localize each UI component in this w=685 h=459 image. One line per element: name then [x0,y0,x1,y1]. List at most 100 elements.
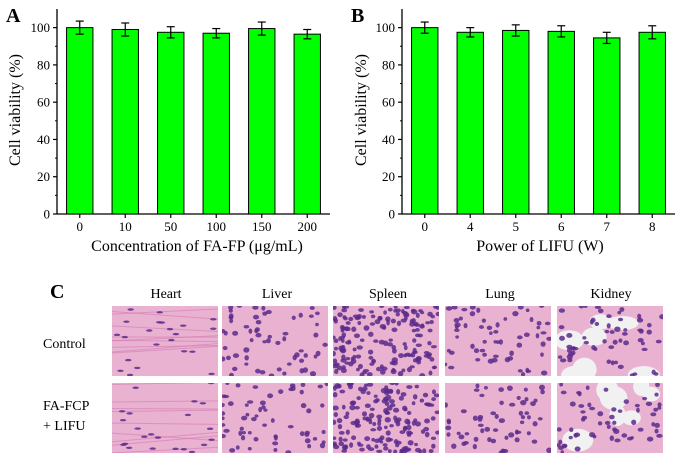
cell-nucleus [300,390,304,395]
cell-nucleus [474,388,480,391]
cell-nucleus [652,370,656,375]
cell-nucleus [347,381,353,386]
cell-nucleus [380,324,386,329]
cell-nucleus [623,328,627,332]
cell-nucleus [470,344,474,349]
cell-nucleus [260,370,266,374]
cell-nucleus [641,348,647,351]
histology-image-grid [112,304,665,454]
cell-nucleus [346,321,351,325]
cell-nucleus [371,315,376,319]
cell-nucleus [385,417,391,423]
cell-nucleus [429,449,434,453]
cell-nucleus [578,392,582,397]
cell-nucleus [424,354,429,358]
row-label-control: Control [43,337,86,352]
cell-nucleus [368,350,373,355]
cell-nucleus [334,347,338,351]
cell-nucleus [651,422,655,426]
cell-nucleus [569,427,573,432]
cell-nucleus [482,353,487,357]
cell-nucleus [346,357,351,360]
cell-nucleus [650,412,656,416]
cell-nucleus [376,450,382,453]
cell-nucleus [208,382,214,384]
cell-nucleus [484,427,490,432]
cell-nucleus [526,308,530,312]
cell-nucleus [602,339,606,343]
cell-nucleus [248,329,252,334]
cell-nucleus [401,309,405,314]
cell-nucleus [465,432,470,435]
cell-nucleus [388,308,393,312]
cell-nucleus [366,391,370,395]
cell-nucleus [530,317,534,322]
cell-nucleus [500,449,505,453]
cell-nucleus [413,394,418,399]
cell-nucleus [475,358,480,362]
cell-nucleus [334,339,339,344]
panel-b-x-tick-label-6: 6 [558,219,565,234]
cell-nucleus [517,396,521,400]
cell-nucleus [656,434,662,438]
cell-nucleus [360,389,365,394]
tissue-fiber [112,409,218,410]
cell-nucleus [229,309,233,313]
cell-nucleus [263,408,267,411]
cell-nucleus [470,311,476,316]
cell-nucleus [480,349,486,353]
tissue-space [606,316,638,330]
cell-nucleus [254,414,258,417]
cell-nucleus [431,345,437,348]
cell-nucleus [305,438,311,443]
cell-nucleus [524,411,529,415]
cell-nucleus [432,366,437,369]
cell-nucleus [429,371,433,376]
cell-nucleus [574,433,580,437]
cell-nucleus [332,305,336,310]
cell-nucleus [496,340,500,344]
cell-nucleus [379,305,384,308]
cell-nucleus [398,371,403,376]
column-label-liver: Liver [262,287,293,302]
panel-a-bar-0 [67,28,93,214]
cell-nucleus [587,403,591,408]
cell-nucleus [262,340,267,343]
cell-nucleus [242,431,246,434]
cell-nucleus [273,448,277,452]
cell-nucleus [383,443,388,447]
cell-nucleus [558,355,562,358]
cell-nucleus [655,382,660,387]
cell-nucleus [362,417,366,421]
cell-nucleus [393,408,399,413]
cell-nucleus [153,343,159,345]
cell-nucleus [251,417,257,421]
cell-nucleus [353,347,357,351]
cell-nucleus [350,421,356,425]
cell-nucleus [126,447,132,449]
row-label-treatment-line2: + LIFU [43,419,86,434]
cell-nucleus [248,431,252,434]
cell-nucleus [334,369,338,374]
cell-nucleus [391,328,397,333]
cell-nucleus [393,449,397,453]
cell-nucleus [122,336,128,338]
cell-nucleus [226,356,231,361]
cell-nucleus [315,323,319,327]
cell-nucleus [377,426,382,431]
cell-nucleus [559,308,565,312]
cell-nucleus [379,340,385,345]
cell-nucleus [575,446,581,451]
panel-b-x-tick-label-5: 5 [513,219,520,234]
cell-nucleus [294,352,299,357]
panel-b-bar-5 [503,30,529,214]
cell-nucleus [655,429,659,434]
cell-nucleus [224,331,228,336]
cell-nucleus [610,435,614,441]
cell-nucleus [584,341,589,345]
cell-nucleus [248,447,252,450]
cell-nucleus [368,447,374,451]
cell-nucleus [243,347,249,352]
cell-nucleus [515,437,520,442]
cell-nucleus [331,441,337,445]
